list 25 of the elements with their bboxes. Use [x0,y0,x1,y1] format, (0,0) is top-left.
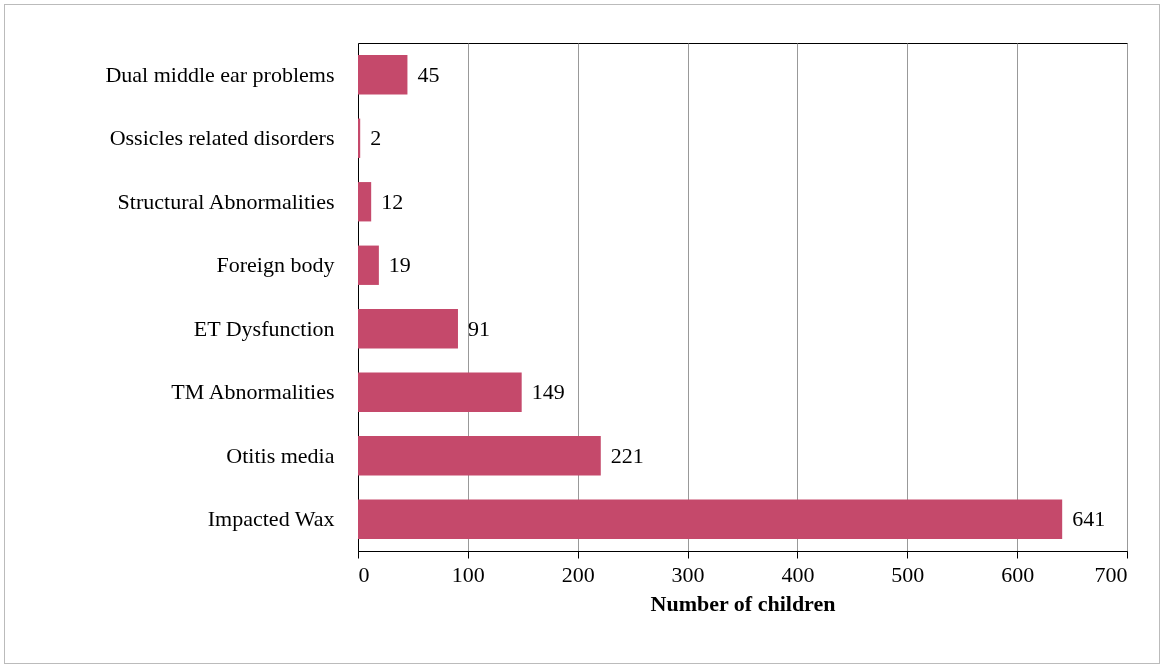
data-label: 19 [388,252,411,278]
x-tick-label: 400 [781,561,815,587]
x-tick-label: 100 [451,561,485,587]
x-tick-label: 200 [561,561,595,587]
data-label: 149 [531,379,565,405]
x-tick-label: 500 [891,561,925,587]
y-tick-label: Foreign body [216,252,335,278]
data-label: 45 [417,61,440,87]
y-tick-label: ET Dysfunction [193,315,335,341]
data-label: 12 [381,188,404,214]
y-tick-label: Structural Abnormalities [117,188,335,214]
x-tick-label: 0 [358,561,370,587]
y-tick-label: TM Abnormalities [171,379,335,405]
y-tick-label: Dual middle ear problems [105,61,335,87]
y-tick-label: Ossicles related disorders [109,125,335,151]
x-tick-label: 600 [1001,561,1035,587]
x-tick-label: 700 [1094,561,1128,587]
data-label: 641 [1072,506,1106,532]
x-tick-label: 300 [671,561,705,587]
data-label: 2 [370,125,382,151]
x-axis-title: Number of children [650,590,836,616]
y-tick-label: Otitis media [226,442,335,468]
data-label: 221 [610,442,644,468]
data-label: 91 [467,315,490,341]
y-tick-label: Impacted Wax [207,506,335,532]
